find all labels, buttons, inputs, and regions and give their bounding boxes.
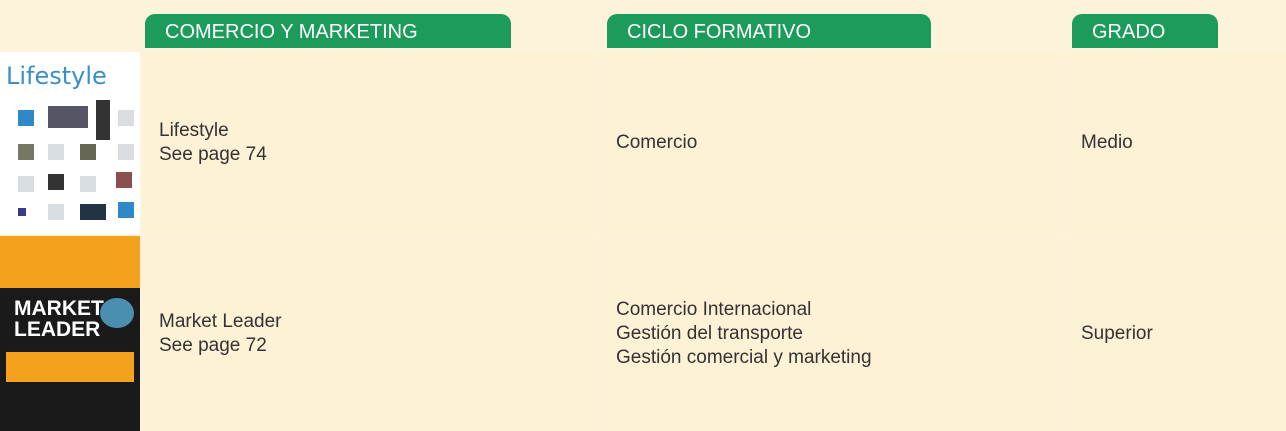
- grado: Superior: [1081, 322, 1153, 344]
- book-title: Lifestyle: [159, 120, 229, 141]
- ciclo: Gestión comercial y marketing: [616, 346, 872, 368]
- ciclo-cell: Comercio Internacional Gestión del trans…: [600, 236, 1063, 431]
- book-cover: Lifestyle: [0, 52, 140, 234]
- grado-cell: Superior: [1065, 236, 1286, 431]
- ciclo: Gestión del transporte: [616, 322, 803, 344]
- cover-title-line: MARKET: [14, 297, 104, 320]
- ciclo: Comercio Internacional: [616, 298, 812, 320]
- header-tab: COMERCIO Y MARKETING: [145, 14, 511, 48]
- ciclo: Comercio: [616, 132, 698, 153]
- grado: Medio: [1081, 132, 1133, 153]
- book-cell: Lifestyle See page 74: [143, 52, 598, 234]
- grado-cell: Medio: [1065, 52, 1286, 234]
- book-page: See page 74: [159, 144, 267, 165]
- book-title: Market Leader: [159, 310, 282, 332]
- book-page: See page 72: [159, 334, 267, 356]
- header-tab: CICLO FORMATIVO: [607, 14, 931, 48]
- book-cover: MARKET LEADER: [0, 236, 140, 431]
- cover-title-line: LEADER: [14, 318, 101, 341]
- book-cell: Market Leader See page 72: [143, 236, 598, 431]
- ciclo-cell: Comercio: [600, 52, 1063, 234]
- cover-title: Lifestyle: [6, 62, 107, 90]
- header-tab: GRADO: [1072, 14, 1218, 48]
- cover-title: MARKET LEADER: [14, 298, 104, 340]
